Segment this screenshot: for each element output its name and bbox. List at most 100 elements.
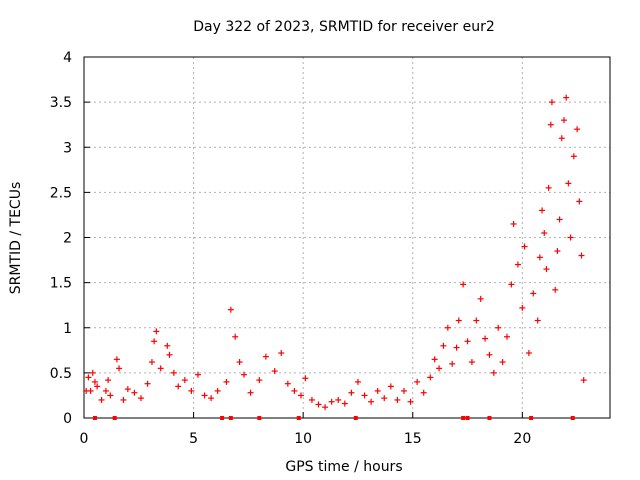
scatter-point xyxy=(556,216,563,223)
baseline-marker xyxy=(529,416,534,420)
scatter-point xyxy=(284,380,291,387)
y-tick-label: 0 xyxy=(63,411,72,427)
scatter-point xyxy=(464,338,471,345)
x-tick-label: 20 xyxy=(513,431,531,447)
tick-layer: 0 5 10 15 20 0 0.5 1 1.5 2 2.5 3 3.5 4 xyxy=(50,50,532,447)
scatter-point xyxy=(552,286,559,293)
y-tick-label: 0.5 xyxy=(50,366,72,382)
scatter-point xyxy=(534,317,541,324)
scatter-point xyxy=(530,290,537,297)
scatter-point xyxy=(120,396,127,403)
scatter-point xyxy=(137,395,144,402)
scatter-point xyxy=(580,377,587,384)
scatter-point xyxy=(436,365,443,372)
scatter-point xyxy=(315,401,322,408)
scatter-point xyxy=(547,121,554,128)
scatter-point xyxy=(291,387,298,394)
scatter-point xyxy=(335,396,342,403)
scatter-point xyxy=(444,324,451,331)
scatter-point xyxy=(431,356,438,363)
scatter-point xyxy=(414,378,421,385)
baseline-marker xyxy=(487,416,492,420)
scatter-point xyxy=(341,400,348,407)
scatter-point xyxy=(427,374,434,381)
scatter-point xyxy=(89,369,96,376)
scatter-point xyxy=(521,243,528,250)
scatter-point xyxy=(236,359,243,366)
scatter-point xyxy=(473,317,480,324)
y-tick-label: 3.5 xyxy=(50,95,72,111)
scatter-point xyxy=(368,398,375,405)
scatter-point xyxy=(545,184,552,191)
baseline-marker xyxy=(92,416,97,420)
scatter-point xyxy=(262,353,269,360)
baseline-layer xyxy=(92,416,575,420)
scatter-point xyxy=(113,356,120,363)
scatter-point xyxy=(148,359,155,366)
scatter-point xyxy=(194,371,201,378)
x-tick-label: 5 xyxy=(189,431,198,447)
scatter-point xyxy=(574,126,581,133)
scatter-point xyxy=(144,380,151,387)
axis-layer xyxy=(83,56,611,419)
x-tick-label: 15 xyxy=(404,431,422,447)
scatter-point xyxy=(201,392,208,399)
baseline-marker xyxy=(461,416,466,420)
scatter-point xyxy=(495,324,502,331)
scatter-point xyxy=(151,338,158,345)
scatter-point xyxy=(514,261,521,268)
scatter-point xyxy=(308,396,315,403)
scatter-point xyxy=(227,306,234,313)
scatter-point xyxy=(576,198,583,205)
scatter-point xyxy=(536,254,543,261)
scatter-point xyxy=(232,333,239,340)
scatter-point xyxy=(164,342,171,349)
scatter-point xyxy=(486,351,493,358)
scatter-point xyxy=(166,351,173,358)
scatter-point xyxy=(328,398,335,405)
scatter-point xyxy=(256,377,263,384)
scatter-point xyxy=(541,229,548,236)
scatter-point xyxy=(102,387,109,394)
scatter-point xyxy=(387,383,394,390)
chart-title: Day 322 of 2023, SRMTID for receiver eur… xyxy=(193,19,495,35)
scatter-point xyxy=(394,396,401,403)
scatter-point xyxy=(440,342,447,349)
scatter-point xyxy=(567,234,574,241)
scatter-point xyxy=(322,404,329,411)
y-tick-label: 1.5 xyxy=(50,276,72,292)
scatter-point xyxy=(348,389,355,396)
scatter-point xyxy=(214,387,221,394)
plot-frame xyxy=(83,56,611,419)
baseline-marker xyxy=(465,416,470,420)
scatter-point xyxy=(548,99,555,106)
y-tick-label: 3 xyxy=(63,140,72,156)
scatter-point xyxy=(87,387,94,394)
scatter-point xyxy=(181,377,188,384)
scatter-point xyxy=(455,317,462,324)
scatter-point xyxy=(208,395,215,402)
points-layer xyxy=(83,94,587,411)
scatter-point xyxy=(560,117,567,124)
x-axis-label: GPS time / hours xyxy=(285,459,402,475)
scatter-point xyxy=(374,387,381,394)
y-tick-label: 2.5 xyxy=(50,185,72,201)
scatter-point xyxy=(361,392,368,399)
scatter-point xyxy=(570,153,577,160)
baseline-marker xyxy=(257,416,262,420)
baseline-marker xyxy=(570,416,575,420)
scatter-point xyxy=(297,392,304,399)
scatter-point xyxy=(116,365,123,372)
scatter-point xyxy=(539,207,546,214)
scatter-point xyxy=(278,350,285,357)
scatter-point xyxy=(554,248,561,255)
scatter-point xyxy=(175,383,182,390)
baseline-marker xyxy=(112,416,117,420)
scatter-point xyxy=(157,365,164,372)
baseline-marker xyxy=(353,416,358,420)
baseline-marker xyxy=(220,416,225,420)
scatter-point xyxy=(578,252,585,259)
scatter-point xyxy=(400,387,407,394)
scatter-point xyxy=(188,387,195,394)
